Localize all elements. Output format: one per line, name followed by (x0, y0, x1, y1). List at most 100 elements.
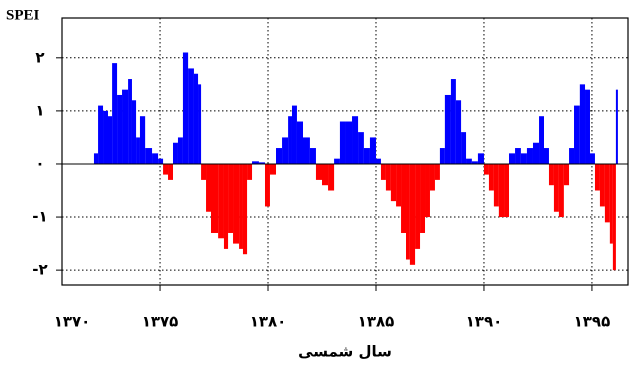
y-tick-label: ۲ (35, 48, 44, 66)
x-axis-label: سال شمسی (298, 343, 392, 361)
bar (334, 158, 340, 164)
plot-border (61, 17, 629, 286)
bar (233, 163, 240, 244)
bar (455, 100, 462, 164)
bar (599, 163, 605, 207)
bar (136, 137, 140, 164)
bar (93, 153, 99, 164)
bar (488, 163, 494, 191)
bar (483, 163, 489, 175)
bar (193, 73, 199, 164)
y-tick-label: ٠ (35, 154, 44, 172)
y-tick-label: ۱ (35, 101, 44, 119)
bar (369, 137, 376, 164)
bar (539, 116, 544, 164)
bar (604, 163, 610, 223)
bar (296, 121, 303, 164)
bar (444, 94, 451, 164)
bar (409, 163, 416, 265)
bar (117, 94, 123, 164)
bar (131, 100, 137, 164)
bar (594, 163, 600, 191)
bar (461, 132, 467, 164)
bar (228, 163, 234, 233)
bar (589, 153, 595, 164)
bar (339, 121, 346, 164)
bar (385, 163, 391, 191)
bar (198, 84, 202, 164)
bar (390, 163, 397, 202)
bar (302, 137, 310, 164)
bar (352, 116, 359, 164)
bar (206, 163, 212, 212)
bar (247, 163, 253, 180)
bar (509, 153, 516, 164)
bar (139, 116, 146, 164)
bar (585, 89, 590, 164)
bar (276, 148, 283, 164)
bar (543, 148, 549, 164)
bar (328, 163, 335, 191)
bar (434, 163, 440, 180)
y-tick-label: -۱ (32, 208, 47, 226)
bar (218, 163, 224, 239)
bar (168, 163, 173, 180)
bar (406, 163, 410, 260)
bar (558, 163, 564, 218)
bar (98, 105, 104, 164)
bar (112, 63, 118, 164)
bar (269, 163, 277, 175)
x-tick-label: ۱۳۷۵ (142, 313, 179, 331)
bar (211, 163, 219, 233)
bar (252, 161, 259, 164)
bar (172, 142, 178, 164)
bar (122, 89, 129, 164)
bar (574, 105, 580, 164)
bar (363, 148, 370, 164)
bar (515, 148, 521, 164)
bar (288, 116, 292, 164)
bar (309, 148, 316, 164)
bar (493, 163, 499, 207)
x-tick-label: ۱۳۷۰ (54, 313, 91, 331)
bar (322, 163, 329, 186)
x-tick-label: ۱۳۹۵ (574, 313, 611, 331)
chart-title: SPEI (6, 7, 40, 23)
bar (466, 158, 472, 164)
bar (612, 163, 616, 271)
bar (103, 110, 108, 164)
bar (569, 148, 575, 164)
bar (477, 153, 484, 164)
bar (579, 84, 586, 164)
bar (380, 163, 386, 180)
bar (425, 163, 430, 218)
bar (201, 163, 207, 180)
bar (520, 153, 527, 164)
bar (532, 142, 540, 164)
y-tick-label: -۲ (32, 261, 47, 279)
bar (420, 163, 426, 233)
bar (152, 153, 159, 164)
bar (177, 137, 183, 164)
bar (107, 116, 113, 164)
bar (291, 105, 297, 164)
bar (439, 148, 445, 164)
bar (401, 163, 407, 233)
bar (548, 163, 554, 186)
bar (429, 163, 435, 191)
bar (345, 121, 353, 164)
x-tick-label: ۱۳۸۰ (250, 313, 287, 331)
bar (615, 89, 618, 164)
bar (315, 163, 323, 180)
bar (415, 163, 421, 249)
bar (498, 163, 505, 218)
x-tick-label: ۱۳۹۰ (466, 313, 503, 331)
bar (375, 158, 381, 164)
bar (358, 132, 364, 164)
bar (504, 163, 510, 218)
bar (396, 163, 402, 207)
x-tick-label: ۱۳۸۵ (358, 313, 395, 331)
bar (471, 161, 478, 164)
bar (145, 148, 153, 164)
